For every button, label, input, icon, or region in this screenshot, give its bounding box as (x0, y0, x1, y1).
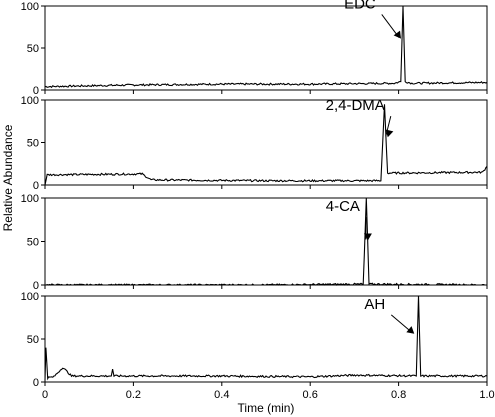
annotation-arrow-head (393, 30, 402, 39)
annotation-arrow-head (363, 233, 372, 241)
y-tick-label: 50 (27, 334, 39, 346)
y-tick-label: 50 (27, 138, 39, 150)
annotation-label: 4-CA (326, 198, 360, 215)
x-tick-label: 1.0 (479, 389, 494, 401)
y-tick-label: 100 (21, 1, 39, 13)
y-tick-label: 0 (33, 85, 39, 97)
y-tick-label: 50 (27, 43, 39, 55)
x-tick-label: 0.2 (126, 389, 141, 401)
x-tick-label: 0.8 (391, 389, 406, 401)
trace-line (44, 295, 488, 381)
y-tick-label: 0 (33, 280, 39, 292)
annotation-label: AH (364, 296, 385, 313)
annotation-arrow-head (406, 326, 415, 334)
panel-frame (44, 99, 488, 186)
y-tick-label: 0 (33, 180, 39, 192)
annotation-label: EDC (344, 0, 376, 12)
x-axis-label: Time (min) (238, 401, 295, 415)
trace-line (44, 5, 488, 89)
x-tick-label: 0.4 (214, 389, 229, 401)
annotation-arrow-head (385, 129, 394, 138)
panel-1: 0 50 100 EDC (21, 0, 488, 97)
x-axis-ticks: 0 0.2 0.4 0.6 0.8 1.0 (42, 389, 495, 401)
trace-line (44, 104, 488, 186)
y-tick-label: 50 (27, 237, 39, 249)
panels-group: 0 50 100 EDC 0 50 100 2,4-DMA 0 50 100 4-CA 0 50 100 AH… (21, 0, 495, 401)
panel-frame (44, 5, 488, 91)
panel-frame (44, 197, 488, 286)
panel-3: 0 50 100 4-CA (21, 193, 488, 292)
annotation-label: 2,4-DMA (326, 97, 385, 114)
trace-line (45, 197, 487, 286)
y-axis-label: Relative Abundance (1, 124, 15, 231)
x-tick-label: 0 (42, 389, 48, 401)
panel-2: 0 50 100 2,4-DMA (21, 95, 488, 192)
panel-4: 0 50 100 AH (21, 291, 488, 389)
y-tick-label: 0 (33, 377, 39, 389)
x-tick-label: 0.6 (303, 389, 318, 401)
y-tick-label: 100 (21, 291, 39, 303)
y-tick-label: 100 (21, 193, 39, 205)
y-tick-label: 100 (21, 95, 39, 107)
